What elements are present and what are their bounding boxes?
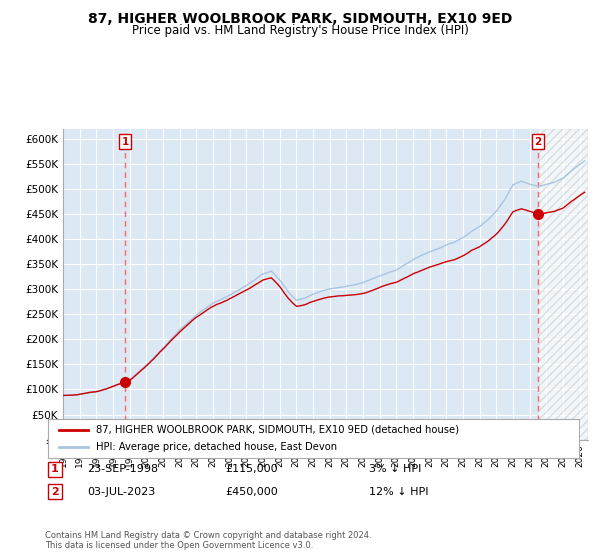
Text: 1: 1 xyxy=(51,464,59,474)
Text: Contains HM Land Registry data © Crown copyright and database right 2024.
This d: Contains HM Land Registry data © Crown c… xyxy=(45,530,371,550)
Text: 23-SEP-1998: 23-SEP-1998 xyxy=(87,464,158,474)
Text: 2: 2 xyxy=(535,137,542,147)
Text: 87, HIGHER WOOLBROOK PARK, SIDMOUTH, EX10 9ED (detached house): 87, HIGHER WOOLBROOK PARK, SIDMOUTH, EX1… xyxy=(96,424,459,435)
Text: Price paid vs. HM Land Registry's House Price Index (HPI): Price paid vs. HM Land Registry's House … xyxy=(131,24,469,37)
Text: 03-JUL-2023: 03-JUL-2023 xyxy=(87,487,155,497)
Text: HPI: Average price, detached house, East Devon: HPI: Average price, detached house, East… xyxy=(96,442,337,452)
Text: 1: 1 xyxy=(122,137,129,147)
Text: 87, HIGHER WOOLBROOK PARK, SIDMOUTH, EX10 9ED: 87, HIGHER WOOLBROOK PARK, SIDMOUTH, EX1… xyxy=(88,12,512,26)
Text: 12% ↓ HPI: 12% ↓ HPI xyxy=(369,487,428,497)
Text: 2: 2 xyxy=(51,487,59,497)
Text: £115,000: £115,000 xyxy=(225,464,278,474)
Text: £450,000: £450,000 xyxy=(225,487,278,497)
Text: 3% ↓ HPI: 3% ↓ HPI xyxy=(369,464,421,474)
